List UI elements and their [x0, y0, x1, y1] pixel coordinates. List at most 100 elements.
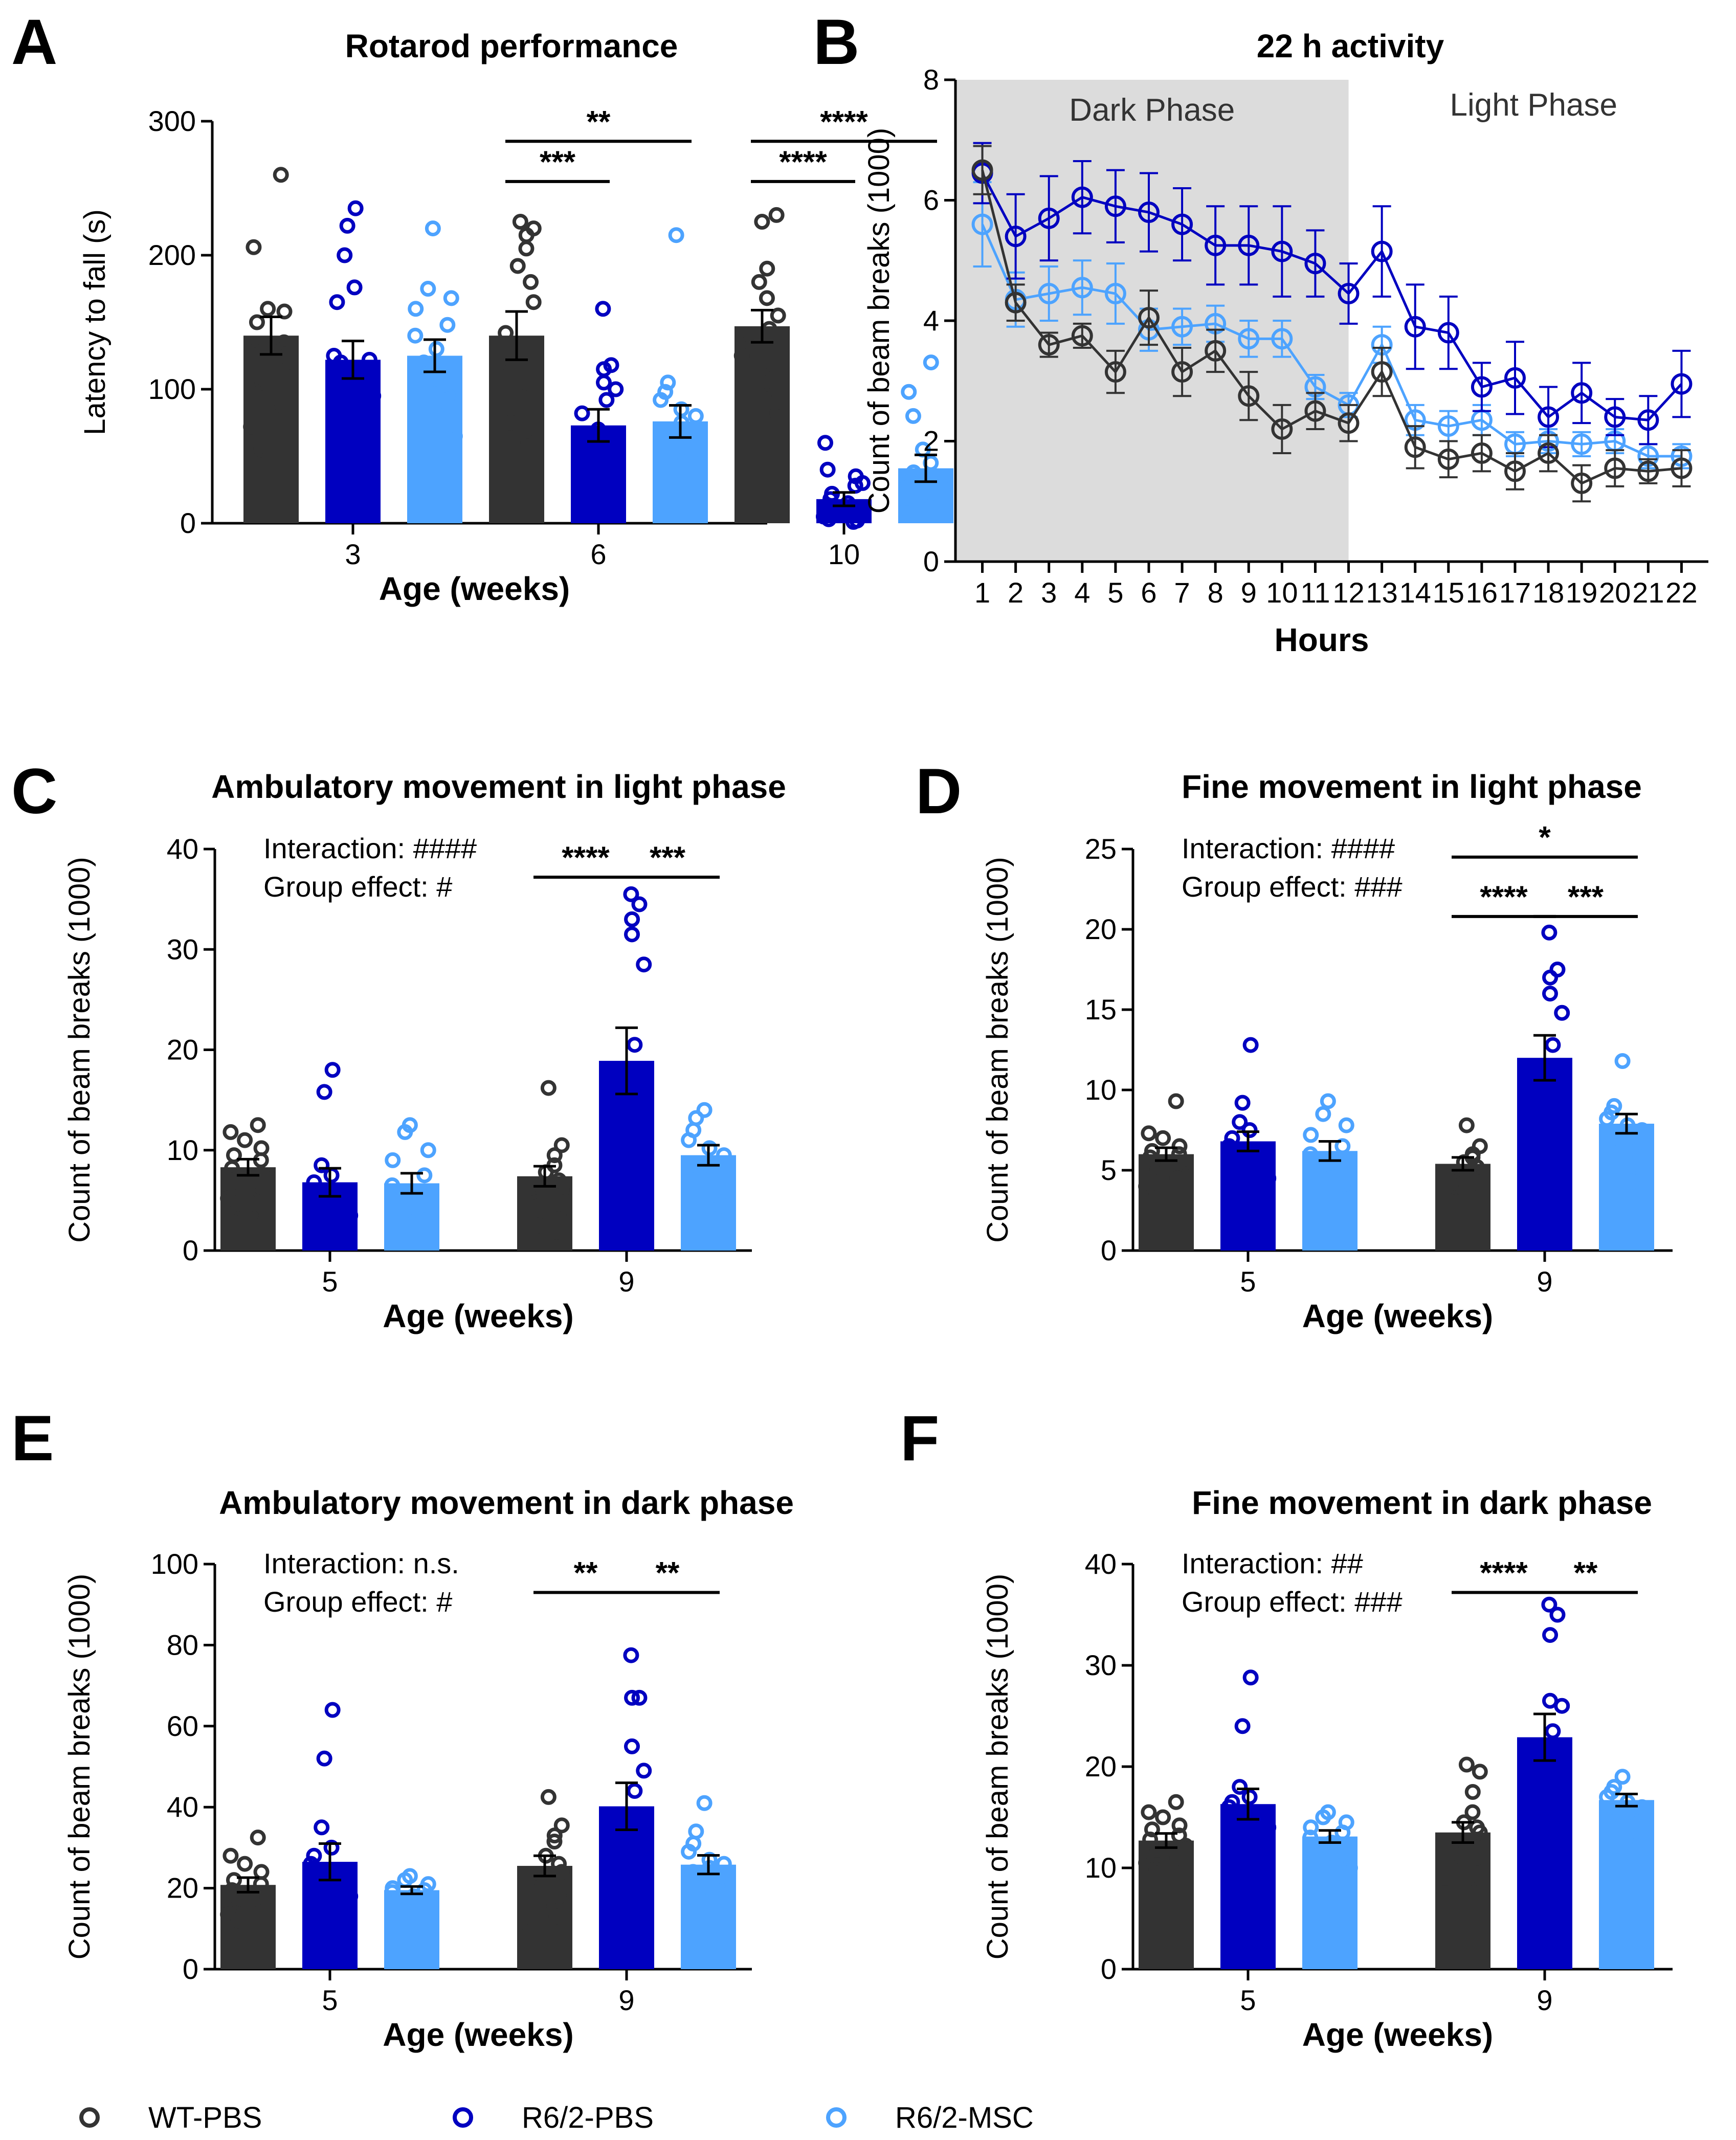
data-point [1205, 234, 1227, 256]
data-point [900, 475, 917, 491]
data-point [519, 1921, 535, 1937]
data-point [250, 1117, 266, 1133]
data-point [347, 200, 364, 216]
data-point [1304, 400, 1326, 422]
data-point [407, 327, 424, 344]
x-tick-label: 9 [1537, 1265, 1552, 1298]
data-point [1138, 307, 1160, 329]
y-tick-label: 100 [151, 1548, 198, 1580]
y-tick-label: 15 [1085, 993, 1117, 1026]
data-point [572, 475, 588, 491]
y-tick-label: 40 [167, 833, 198, 865]
data-point [346, 279, 363, 296]
data-point [251, 1900, 268, 1916]
panel-label: F [900, 1403, 939, 1474]
significance-label: **** [1480, 880, 1528, 914]
x-tick-label: 5 [1240, 1984, 1256, 2016]
data-point [1311, 1162, 1327, 1178]
y-tick-label: 0 [1101, 1953, 1117, 1985]
data-point [600, 1207, 616, 1223]
bar-WT-PBS-10 [735, 326, 790, 523]
data-point [847, 478, 863, 494]
y-axis-label: Count of beam breaks (1000) [63, 857, 96, 1242]
legend-item: WT-PBS [79, 2101, 262, 2134]
data-point [1038, 334, 1060, 356]
data-point [923, 354, 939, 371]
data-point [595, 374, 612, 391]
data-point [1256, 1804, 1273, 1820]
panel-C: C Ambulatory movement in light phase 0 10 20… [11, 756, 786, 1334]
data-point [525, 294, 542, 310]
data-point [1550, 1138, 1566, 1154]
data-point [1320, 1093, 1336, 1109]
data-point [447, 428, 463, 444]
data-point [1323, 1154, 1340, 1170]
data-point [338, 1864, 354, 1880]
data-point [1169, 1849, 1186, 1866]
data-point [677, 451, 694, 467]
legend-item: R6/2-PBS [453, 2101, 654, 2134]
x-tick-label: 4 [1074, 576, 1090, 609]
data-point [1404, 316, 1426, 338]
data-point [845, 514, 862, 530]
chart-title: Ambulatory movement in light phase [211, 768, 786, 805]
data-point [1632, 1835, 1649, 1851]
significance-label: * [1539, 820, 1551, 855]
data-point [251, 1182, 268, 1198]
data-point [425, 220, 441, 237]
data-point [571, 502, 588, 518]
y-tick-label: 20 [1085, 1750, 1117, 1782]
data-point [1599, 1789, 1615, 1805]
data-point [500, 361, 516, 377]
bar-WT-PBS-3 [243, 336, 299, 523]
data-point [1241, 1789, 1258, 1805]
data-point [1541, 1596, 1557, 1613]
data-point [1550, 1774, 1566, 1790]
data-point [346, 421, 363, 438]
data-point [1038, 283, 1060, 305]
data-point [439, 317, 456, 333]
data-point [518, 240, 535, 257]
bar-R6/2-PBS-3 [325, 360, 381, 523]
y-tick-label: 10 [1085, 1074, 1117, 1106]
data-point [604, 461, 620, 478]
legend-marker [826, 2107, 847, 2128]
data-point [1449, 1194, 1465, 1211]
data-point [624, 1689, 640, 1706]
data-point [531, 1898, 547, 1914]
data-point [254, 374, 271, 391]
significance-label: *** [540, 145, 576, 179]
series-line-WT-PBS [981, 170, 1682, 485]
y-tick-label: 40 [167, 1791, 198, 1823]
data-point [1177, 1837, 1194, 1854]
data-point [905, 408, 921, 424]
bar-R6/2-MSC-3 [407, 355, 462, 523]
data-point [1148, 1186, 1165, 1202]
x-tick-label: 22 [1665, 576, 1697, 609]
data-point [1315, 1106, 1331, 1122]
data-point [1260, 1170, 1277, 1187]
data-point [361, 464, 377, 480]
data-point [705, 1884, 722, 1901]
data-point [1471, 409, 1493, 431]
data-point [854, 475, 871, 491]
data-point [688, 1823, 704, 1840]
x-tick-label: 10 [828, 538, 860, 570]
data-point [1155, 1809, 1171, 1825]
data-point [332, 354, 349, 371]
data-point [770, 307, 786, 324]
x-tick-label: 3 [345, 538, 361, 570]
data-point [1554, 1005, 1570, 1021]
data-point [385, 1152, 401, 1168]
data-point [713, 1197, 729, 1214]
data-point [323, 1222, 340, 1239]
data-point [246, 1207, 262, 1223]
x-tick-label: 5 [1107, 576, 1123, 609]
stat-text: Group effect: # [263, 871, 452, 903]
data-point [1232, 1779, 1248, 1795]
data-point [1334, 1178, 1351, 1194]
stat-text: Group effect: ### [1182, 871, 1403, 903]
data-point [971, 159, 993, 181]
x-tick-label: 16 [1466, 576, 1498, 609]
